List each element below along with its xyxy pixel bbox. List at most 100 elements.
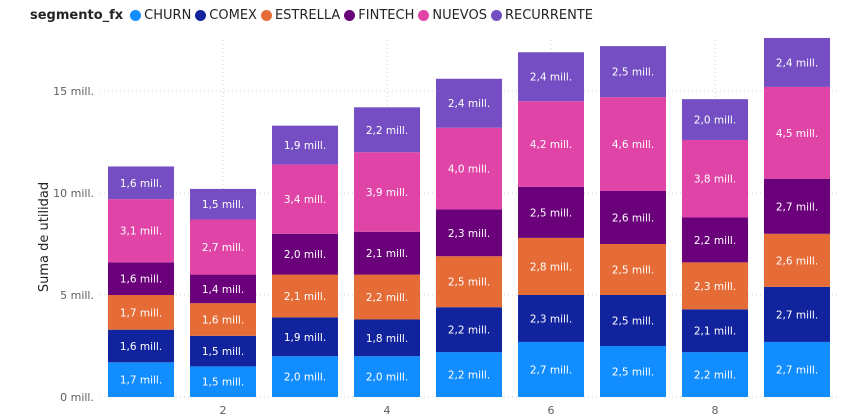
data-label-recurrente: 2,2 mill.	[366, 125, 408, 137]
bar-segment-fintech[interactable]	[518, 186, 584, 238]
bar-segment-estrella[interactable]	[600, 244, 666, 295]
x-tick-label: 2	[220, 404, 227, 417]
data-label-estrella: 2,3 mill.	[694, 281, 736, 293]
bar-segment-comex[interactable]	[600, 295, 666, 346]
legend-dot-recurrente	[490, 9, 502, 21]
bar-segment-churn[interactable]	[682, 352, 748, 397]
data-label-recurrente: 2,0 mill.	[694, 115, 736, 127]
bar-segment-estrella[interactable]	[436, 256, 502, 308]
bar-segment-fintech[interactable]	[764, 178, 830, 234]
legend-dot-churn	[130, 9, 142, 21]
legend-item-recurrente[interactable]: RECURRENTE	[490, 8, 593, 23]
bar-segment-recurrente[interactable]	[190, 188, 256, 220]
data-label-estrella: 1,7 mill.	[120, 307, 162, 319]
data-label-estrella: 1,6 mill.	[202, 314, 244, 326]
bar-segment-churn[interactable]	[764, 341, 830, 397]
data-label-nuevos: 4,6 mill.	[612, 139, 654, 151]
data-label-nuevos: 2,7 mill.	[202, 242, 244, 254]
bar-segment-churn[interactable]	[600, 346, 666, 397]
y-tick-label: 10 mill.	[53, 187, 94, 200]
bar-segment-nuevos[interactable]	[682, 139, 748, 218]
bar-segment-recurrente[interactable]	[600, 46, 666, 98]
bar-segment-nuevos[interactable]	[108, 199, 174, 263]
bar-segment-estrella[interactable]	[354, 274, 420, 320]
legend-label-nuevos: NUEVOS	[432, 7, 487, 23]
bar-segment-comex[interactable]	[764, 286, 830, 342]
bar-segment-churn[interactable]	[190, 366, 256, 397]
bar-segment-recurrente[interactable]	[764, 37, 830, 87]
bar-segment-estrella[interactable]	[682, 262, 748, 310]
bar-segment-estrella[interactable]	[764, 233, 830, 287]
bar-segment-fintech[interactable]	[190, 274, 256, 304]
bar-segment-fintech[interactable]	[600, 190, 666, 244]
y-tick-label: 0 mill.	[60, 391, 94, 404]
data-label-estrella: 2,5 mill.	[612, 265, 654, 277]
bar-segment-nuevos[interactable]	[272, 164, 338, 234]
bar-segment-churn[interactable]	[354, 356, 420, 397]
bar-segment-nuevos[interactable]	[436, 127, 502, 210]
bar-segment-comex[interactable]	[436, 307, 502, 353]
data-label-comex: 2,5 mill.	[612, 316, 654, 328]
bar-segment-fintech[interactable]	[682, 217, 748, 263]
bar-segment-estrella[interactable]	[190, 303, 256, 336]
legend-item-estrella[interactable]: ESTRELLA	[260, 8, 340, 23]
data-label-estrella: 2,5 mill.	[448, 277, 490, 289]
data-label-nuevos: 3,1 mill.	[120, 226, 162, 238]
data-label-recurrente: 2,4 mill.	[530, 72, 572, 84]
data-label-recurrente: 1,5 mill.	[202, 199, 244, 211]
data-label-recurrente: 2,4 mill.	[776, 57, 818, 69]
bar-segment-churn[interactable]	[436, 352, 502, 397]
data-label-churn: 1,7 mill.	[120, 375, 162, 387]
bar-segment-recurrente[interactable]	[518, 52, 584, 102]
data-label-estrella: 2,8 mill.	[530, 261, 572, 273]
data-label-recurrente: 2,5 mill.	[612, 67, 654, 79]
bar-segment-estrella[interactable]	[272, 274, 338, 318]
data-label-recurrente: 1,9 mill.	[284, 140, 326, 152]
y-tick-label: 5 mill.	[60, 289, 94, 302]
bar-segment-churn[interactable]	[108, 362, 174, 397]
bar-segment-churn[interactable]	[272, 356, 338, 397]
bar-segment-churn[interactable]	[518, 341, 584, 397]
data-label-fintech: 2,0 mill.	[284, 249, 326, 261]
legend-item-fintech[interactable]: FINTECH	[344, 8, 414, 23]
bar-segment-estrella[interactable]	[108, 295, 174, 330]
data-label-comex: 2,2 mill.	[448, 325, 490, 337]
bar-segment-nuevos[interactable]	[354, 152, 420, 232]
data-label-recurrente: 2,4 mill.	[448, 98, 490, 110]
bar-segment-recurrente[interactable]	[272, 125, 338, 165]
bar-segment-fintech[interactable]	[436, 209, 502, 257]
bar-segment-nuevos[interactable]	[518, 101, 584, 187]
bar-segment-nuevos[interactable]	[764, 86, 830, 179]
bar-segment-recurrente[interactable]	[682, 99, 748, 140]
data-label-churn: 2,2 mill.	[448, 370, 490, 382]
data-label-fintech: 1,6 mill.	[120, 274, 162, 286]
bar-segment-recurrente[interactable]	[436, 78, 502, 128]
data-label-churn: 1,5 mill.	[202, 377, 244, 389]
bar-segment-fintech[interactable]	[272, 233, 338, 275]
legend-dot-estrella	[260, 9, 272, 21]
data-label-churn: 2,2 mill.	[694, 370, 736, 382]
bar-segment-nuevos[interactable]	[600, 97, 666, 191]
legend-item-churn[interactable]: CHURN	[130, 8, 191, 23]
legend-item-comex[interactable]: COMEX	[195, 8, 257, 23]
bar-segment-comex[interactable]	[272, 317, 338, 357]
data-label-churn: 2,0 mill.	[366, 372, 408, 384]
data-label-recurrente: 1,6 mill.	[120, 178, 162, 190]
bar-segment-fintech[interactable]	[108, 262, 174, 295]
data-label-estrella: 2,1 mill.	[284, 291, 326, 303]
bar-segment-recurrente[interactable]	[354, 107, 420, 153]
bar-segment-fintech[interactable]	[354, 231, 420, 275]
legend-item-nuevos[interactable]: NUEVOS	[418, 8, 487, 23]
data-label-nuevos: 4,5 mill.	[776, 128, 818, 140]
bar-segment-recurrente[interactable]	[108, 166, 174, 200]
data-label-churn: 2,5 mill.	[612, 367, 654, 379]
bar-segment-nuevos[interactable]	[190, 219, 256, 275]
bar-segment-comex[interactable]	[682, 309, 748, 353]
bar-segment-estrella[interactable]	[518, 237, 584, 295]
legend-title: segmento_fx	[30, 7, 124, 23]
bar-segment-comex[interactable]	[108, 329, 174, 363]
bar-segment-comex[interactable]	[518, 295, 584, 342]
bar-segment-comex[interactable]	[354, 319, 420, 357]
data-label-nuevos: 4,0 mill.	[448, 164, 490, 176]
bar-segment-comex[interactable]	[190, 335, 256, 367]
